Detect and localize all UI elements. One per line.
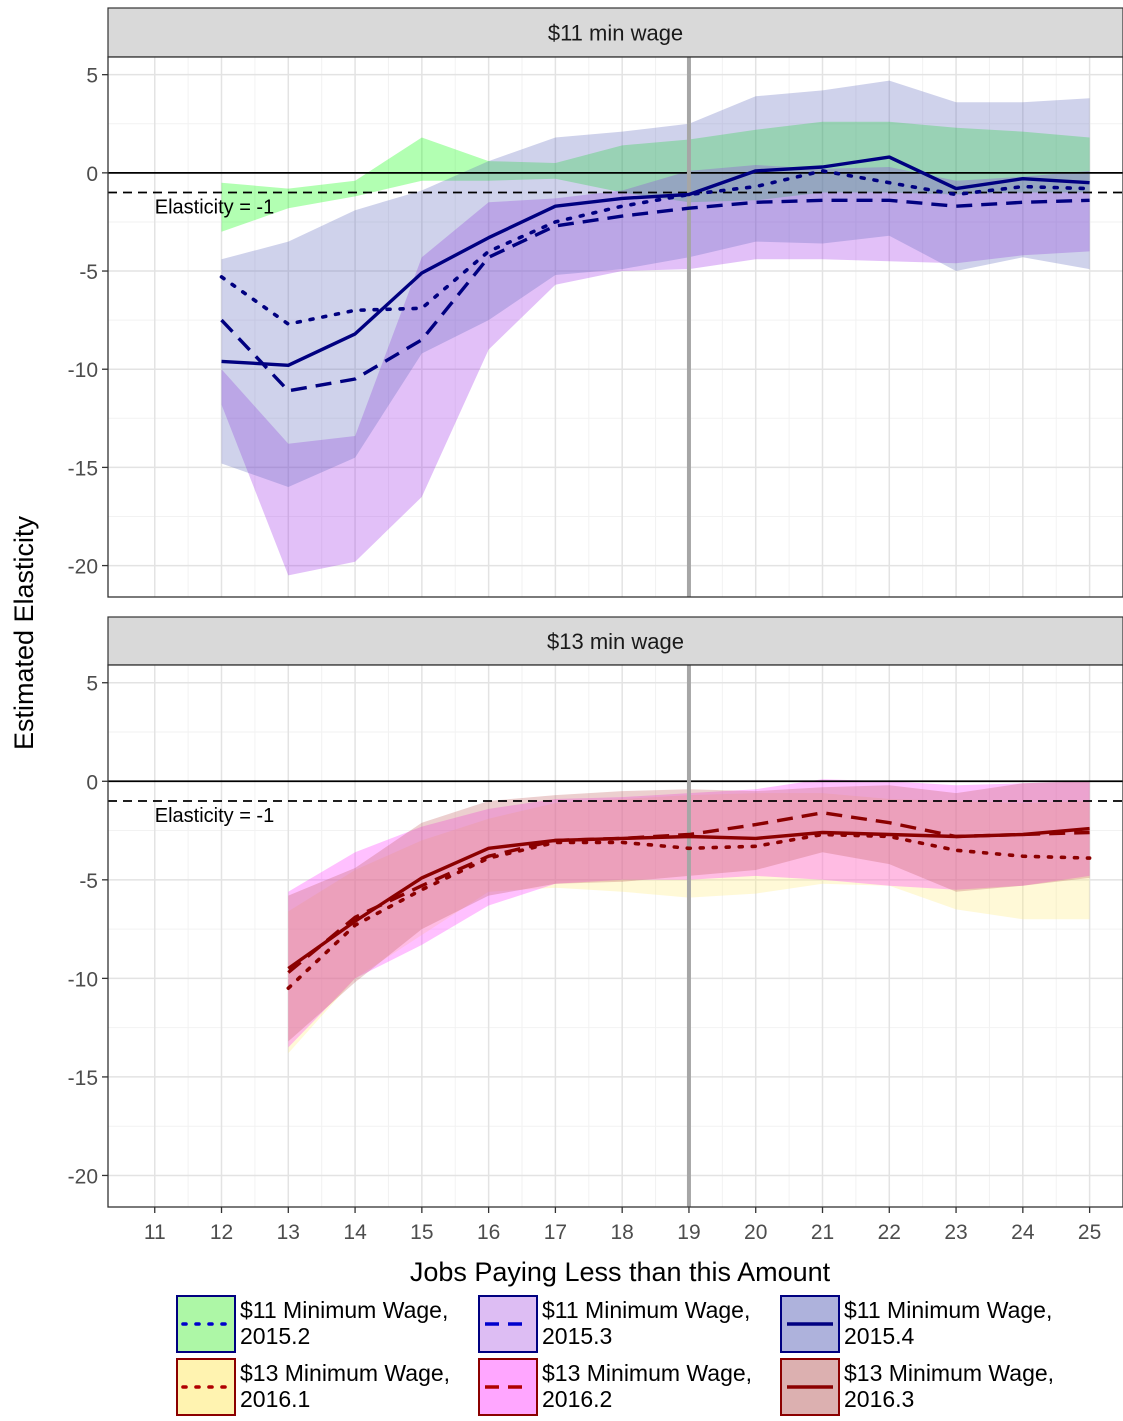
x-axis-label: Jobs Paying Less than this Amount (410, 1257, 831, 1287)
x-tick-label: 16 (477, 1221, 500, 1244)
y-tick-label: -20 (68, 556, 98, 579)
legend-label-line: $13 Minimum Wage, (240, 1360, 450, 1386)
confidence-band-11-minimum-wage-2015-4 (221, 80, 1090, 487)
legend-entry-11-minimum-wage-2015-2: $11 Minimum Wage,2015.2 (176, 1295, 448, 1353)
panel-1-border (107, 56, 1123, 598)
y-tick-label: 5 (86, 673, 98, 696)
x-tick-label: 18 (610, 1221, 633, 1244)
panel-2: $13 min wage Elasticity = -1 5 0 -5 -10 -15 -20… (68, 616, 1123, 1244)
x-tick-label: 17 (544, 1221, 567, 1244)
x-tick-label: 24 (1011, 1221, 1035, 1244)
x-tick-label: 20 (744, 1221, 767, 1244)
legend-entry-13-minimum-wage-2016-1: $13 Minimum Wage,2016.1 (176, 1358, 450, 1416)
panel-2-ribbons (288, 779, 1090, 1054)
legend-entry-11-minimum-wage-2015-3: $11 Minimum Wage,2015.3 (478, 1295, 750, 1353)
confidence-band-13-minimum-wage-2016-3 (288, 781, 1090, 1042)
y-tick-label: -15 (68, 1067, 98, 1090)
series-line-13-minimum-wage-2016-1 (286, 832, 1092, 991)
y-axis-label: Estimated Elasticity (9, 515, 39, 750)
legend-entry-11-minimum-wage-2015-4: $11 Minimum Wage,2015.4 (780, 1295, 1052, 1353)
legend-label-line: 2015.4 (844, 1323, 915, 1349)
panels-layer: $11 min wage Elasticity = -1 5 0 -5 -10 -15 -20… (68, 7, 1123, 1244)
confidence-band-11-minimum-wage-2015-2 (221, 121, 1090, 232)
y-tick-label: -10 (68, 359, 98, 382)
legend-label-line: $11 Minimum Wage, (844, 1297, 1052, 1323)
panel-1-strip (107, 7, 1123, 58)
panel-2-strip-title: $13 min wage (547, 629, 684, 654)
elasticity-label: Elasticity = -1 (155, 196, 274, 218)
legend-label-line: 2016.3 (844, 1386, 914, 1412)
panel-2-background (108, 665, 1123, 1207)
elasticity-label: Elasticity = -1 (155, 805, 274, 827)
legend-label-line: 2015.2 (240, 1323, 310, 1349)
panel-2-border (107, 664, 1123, 1208)
legend-label-line: 2016.2 (542, 1386, 612, 1412)
confidence-band-13-minimum-wage-2016-2 (288, 779, 1090, 1048)
series-line-13-minimum-wage-2016-3 (287, 826, 1090, 970)
legend: $11 Minimum Wage,2015.2$11 Minimum Wage,… (176, 1295, 1054, 1416)
x-axis: 11 12 13 14 15 16 17 18 19 20 21 22 23 24 25 (144, 1207, 1101, 1244)
x-tick-label: 15 (410, 1221, 433, 1244)
panel-1-y-axis: 5 0 -5 -10 -15 -20 (68, 65, 108, 579)
confidence-band-13-minimum-wage-2016-1 (288, 793, 1090, 1054)
series-line-11-minimum-wage-2015-2 (219, 169, 1092, 326)
x-tick-label: 25 (1078, 1221, 1101, 1244)
legend-label-line: $13 Minimum Wage, (542, 1360, 752, 1386)
x-tick-label: 13 (277, 1221, 300, 1244)
panel-1-ribbons (221, 80, 1090, 576)
series-line-11-minimum-wage-2015-4 (221, 155, 1090, 367)
y-tick-label: -20 (68, 1165, 98, 1188)
panel-1-background (108, 57, 1123, 597)
y-tick-label: 0 (86, 163, 98, 186)
confidence-band-11-minimum-wage-2015-3 (221, 165, 1090, 576)
x-tick-label: 12 (210, 1221, 233, 1244)
y-tick-label: 0 (86, 771, 98, 794)
series-line-11-minimum-wage-2015-3 (220, 198, 1090, 393)
y-tick-label: -10 (68, 968, 98, 991)
y-tick-label: -15 (68, 457, 98, 480)
panel-2-y-axis: 5 0 -5 -10 -15 -20 (68, 673, 108, 1188)
legend-label-line: 2015.3 (542, 1323, 612, 1349)
x-tick-label: 11 (144, 1221, 166, 1244)
x-tick-label: 21 (811, 1221, 834, 1244)
legend-entry-13-minimum-wage-2016-3: $13 Minimum Wage,2016.3 (780, 1358, 1054, 1416)
legend-entry-13-minimum-wage-2016-2: $13 Minimum Wage,2016.2 (478, 1358, 752, 1416)
panel-2-lines (286, 811, 1092, 991)
x-tick-label: 23 (944, 1221, 967, 1244)
panel-1-lines (219, 155, 1092, 393)
panel-1-grid (108, 57, 1123, 597)
y-tick-label: -5 (79, 261, 98, 284)
x-tick-label: 22 (878, 1221, 901, 1244)
legend-label-line: 2016.1 (240, 1386, 310, 1412)
legend-label-line: $13 Minimum Wage, (844, 1360, 1054, 1386)
x-tick-label: 19 (677, 1221, 700, 1244)
panel-1: $11 min wage Elasticity = -1 5 0 -5 -10 -15 -20 (68, 7, 1123, 598)
y-tick-label: 5 (86, 65, 98, 88)
y-tick-label: -5 (79, 870, 98, 893)
panel-1-strip-title: $11 min wage (548, 21, 683, 46)
x-tick-label: 14 (343, 1221, 367, 1244)
legend-label-line: $11 Minimum Wage, (542, 1297, 750, 1323)
legend-label-line: $11 Minimum Wage, (240, 1297, 448, 1323)
